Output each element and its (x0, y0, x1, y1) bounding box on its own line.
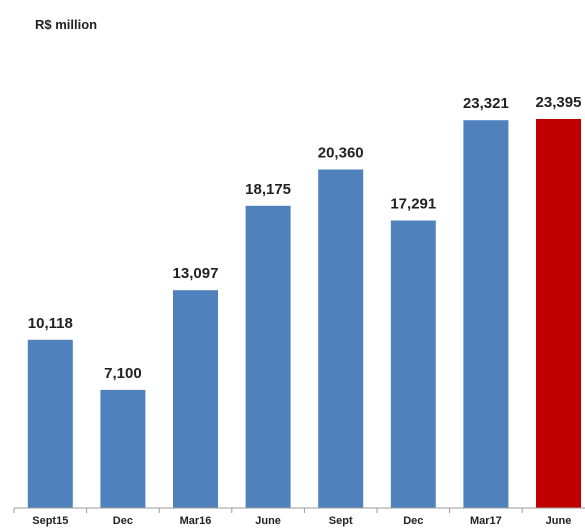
value-label-3: 18,175 (245, 181, 291, 198)
category-labels-group: Sept15 Dec Mar16 June Sept Dec Mar17 June (32, 515, 571, 527)
value-label-2: 13,097 (173, 265, 219, 282)
value-label-6: 23,321 (463, 95, 509, 112)
bar-3 (245, 205, 291, 509)
category-label-0: Sept15 (32, 515, 68, 527)
bar-2 (173, 290, 218, 508)
unit-label: R$ million (35, 17, 98, 32)
value-labels-group: 10,118 7,100 13,097 18,175 20,360 17,291 23,32… (28, 94, 582, 382)
category-label-5: Dec (403, 515, 423, 527)
value-label-1: 7,100 (104, 365, 142, 382)
category-label-3: June (255, 515, 281, 527)
bar-6 (463, 120, 509, 508)
bar-7 (536, 119, 581, 508)
category-label-2: Mar16 (180, 515, 212, 527)
value-label-7: 23,395 (536, 94, 582, 111)
category-label-4: Sept (329, 515, 353, 527)
category-label-1: Dec (113, 515, 133, 527)
bar-1 (100, 389, 146, 508)
category-label-7: June (546, 515, 572, 527)
bar-5 (390, 220, 436, 508)
value-label-0: 10,118 (28, 315, 73, 332)
bar-0 (27, 339, 73, 508)
category-label-6: Mar17 (470, 515, 502, 527)
value-label-5: 17,291 (390, 196, 436, 213)
bar-4 (318, 169, 364, 508)
x-axis-ticks-group (13, 508, 523, 513)
value-label-4: 20,360 (318, 145, 364, 162)
bars-group (27, 119, 581, 509)
